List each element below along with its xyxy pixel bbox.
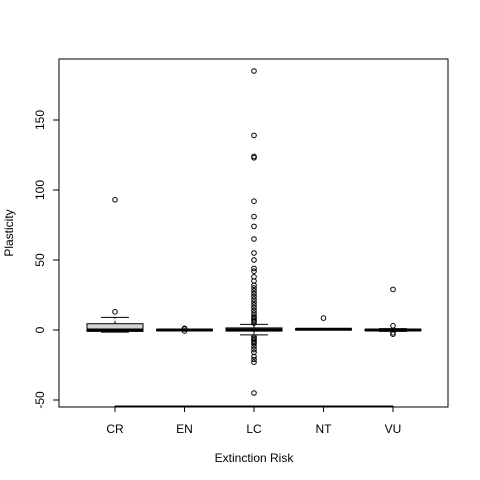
outlier-point — [251, 282, 257, 289]
x-tick-label: LC — [246, 422, 262, 436]
outlier-point — [320, 315, 327, 321]
outlier-point — [112, 197, 118, 203]
box-lc — [225, 68, 283, 396]
box-nt — [295, 315, 352, 331]
outlier-point — [251, 299, 257, 305]
outlier-point — [251, 341, 257, 347]
y-tick-label: 50 — [33, 253, 47, 267]
outlier-point — [181, 326, 188, 332]
outlier-point — [251, 132, 257, 139]
outlier-point — [251, 296, 257, 303]
outlier-point — [251, 68, 257, 74]
outlier-point — [390, 331, 396, 338]
outlier-point — [251, 198, 257, 204]
box-cr — [86, 197, 144, 333]
outlier-point — [251, 390, 257, 396]
outlier-point — [251, 302, 257, 308]
y-axis-title: Plasticity — [2, 209, 16, 256]
y-tick-label: 100 — [33, 180, 47, 200]
outlier-point — [251, 268, 257, 275]
outlier-point — [251, 320, 257, 326]
y-tick-label: 150 — [33, 110, 47, 130]
outlier-point — [181, 328, 188, 334]
outlier-point — [251, 290, 257, 297]
y-tick-label: 0 — [33, 326, 47, 333]
outlier-point — [251, 293, 257, 300]
outlier-point — [390, 286, 396, 293]
x-tick-label: NT — [316, 422, 333, 436]
outlier-point — [251, 265, 257, 272]
plot-marks — [86, 68, 422, 396]
x-tick-label: EN — [176, 422, 193, 436]
outlier-point — [112, 309, 118, 315]
outlier-point — [251, 257, 257, 263]
x-axis-title: Extinction Risk — [215, 451, 295, 465]
y-axis: -50 0 50 100 150 — [33, 110, 60, 409]
y-tick-label: -50 — [33, 391, 47, 409]
x-tick-label: CR — [106, 422, 124, 436]
outlier-point — [251, 346, 257, 353]
x-tick-label: VU — [385, 422, 402, 436]
outlier-point — [251, 250, 257, 256]
box-vu — [364, 286, 422, 338]
outlier-point — [390, 323, 396, 329]
outlier-point — [251, 307, 257, 314]
outlier-point — [251, 213, 257, 220]
outlier-point — [251, 304, 257, 311]
outlier-point — [251, 236, 257, 242]
outlier-point — [251, 223, 257, 230]
outlier-point — [251, 359, 257, 366]
outlier-point — [251, 285, 257, 291]
outlier-point — [251, 356, 257, 363]
box-en — [156, 325, 213, 334]
outlier-point — [251, 155, 257, 161]
outlier-point — [251, 288, 257, 294]
x-axis: CR EN LC NT VU — [106, 405, 402, 436]
outlier-point — [251, 353, 257, 360]
outlier-point — [251, 344, 257, 350]
